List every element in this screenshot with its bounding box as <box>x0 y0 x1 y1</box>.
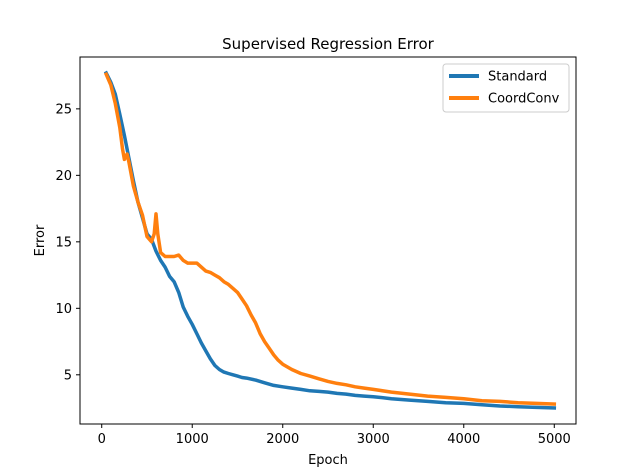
series-layer <box>103 70 557 410</box>
x-tick-label: 2000 <box>266 432 299 447</box>
x-tick-label: 4000 <box>447 432 480 447</box>
plot-frame <box>79 56 577 425</box>
y-tick-label: 25 <box>55 102 72 117</box>
y-tick-label: 15 <box>55 235 72 250</box>
chart-title: Supervised Regression Error <box>222 35 435 53</box>
x-axis-ticks: 0 1000 2000 3000 4000 5000 <box>98 424 571 447</box>
x-tick-label: 0 <box>98 432 106 447</box>
x-axis-label: Epoch <box>308 453 348 468</box>
series-line-coordconv <box>103 71 557 406</box>
y-axis-ticks: 5 10 15 20 25 <box>55 102 80 383</box>
x-tick-label: 5000 <box>538 432 571 447</box>
y-tick-label: 5 <box>64 368 72 383</box>
x-tick-label: 1000 <box>176 432 209 447</box>
plot-area <box>80 57 576 424</box>
y-axis-label: Error <box>33 224 48 256</box>
legend-label-standard: Standard <box>488 70 547 85</box>
y-tick-label: 20 <box>55 169 72 184</box>
y-tick-label: 10 <box>55 302 72 317</box>
x-tick-label: 3000 <box>357 432 390 447</box>
legend: Standard CoordConv <box>442 63 570 113</box>
legend-label-coordconv: CoordConv <box>488 92 560 107</box>
